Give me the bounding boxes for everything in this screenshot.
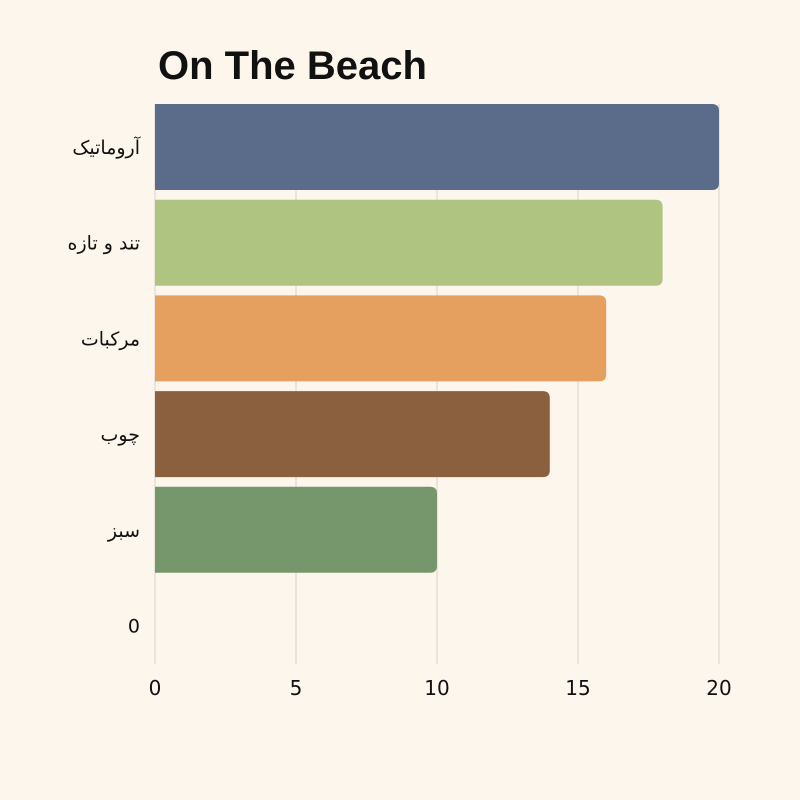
bar-3 xyxy=(155,391,550,478)
category-label: آروماتیک xyxy=(72,135,140,159)
x-tick-labels: 0 5 10 15 20 xyxy=(149,676,732,700)
bar-0 xyxy=(155,104,719,190)
bar-4 xyxy=(155,486,437,573)
bar-rect xyxy=(155,486,437,573)
x-tick-label: 5 xyxy=(290,676,303,700)
bar-rect xyxy=(155,391,550,478)
chart-title: On The Beach xyxy=(158,44,427,88)
x-tick-label: 0 xyxy=(149,676,162,700)
category-label: سبز xyxy=(107,520,140,542)
category-label: تند و تازه xyxy=(68,233,140,255)
x-tick-label: 20 xyxy=(706,676,731,700)
category-labels: آروماتیک تند و تازه مرکبات چوب سبز 0 xyxy=(68,135,141,638)
bar-rect xyxy=(155,295,607,382)
category-label: مرکبات xyxy=(81,328,140,350)
bar-2 xyxy=(155,295,607,382)
bar-layer xyxy=(155,104,719,573)
bar-rect xyxy=(155,104,719,190)
category-label: چوب xyxy=(101,424,140,446)
x-tick-label: 10 xyxy=(424,676,449,700)
x-tick-label: 15 xyxy=(565,676,590,700)
category-label: 0 xyxy=(128,616,140,638)
bar-1 xyxy=(155,199,663,286)
bar-rect xyxy=(155,199,663,286)
